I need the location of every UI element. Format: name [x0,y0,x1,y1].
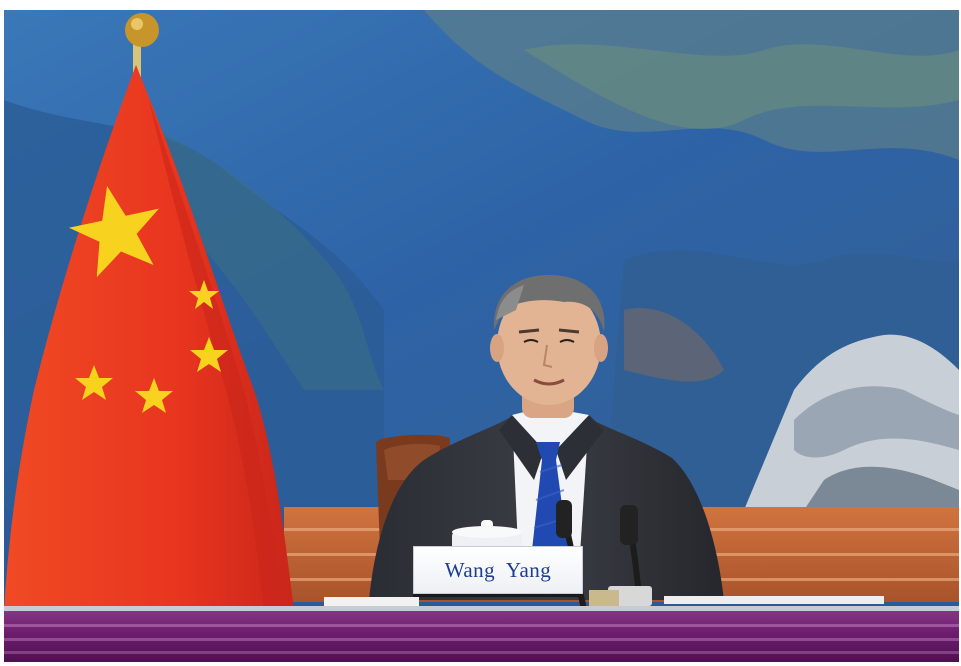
nameplate: Wang Yang [413,546,583,594]
scene-illustration [4,10,959,662]
landscape-mural [4,10,959,510]
flag-star-small [135,378,173,413]
flag-star-small [190,337,228,372]
face [497,285,601,405]
conference-table [4,606,959,662]
necktie [532,442,568,570]
flag-finial [125,13,159,47]
flag-star-small [189,280,219,309]
photo [4,10,959,662]
document [664,596,884,604]
flag-star-small [75,365,113,400]
nameplate-text: Wang Yang [444,557,552,582]
flag-star-large [68,185,159,278]
document [324,597,419,607]
flag-of-china [4,13,294,655]
flag-cloth [4,65,294,610]
